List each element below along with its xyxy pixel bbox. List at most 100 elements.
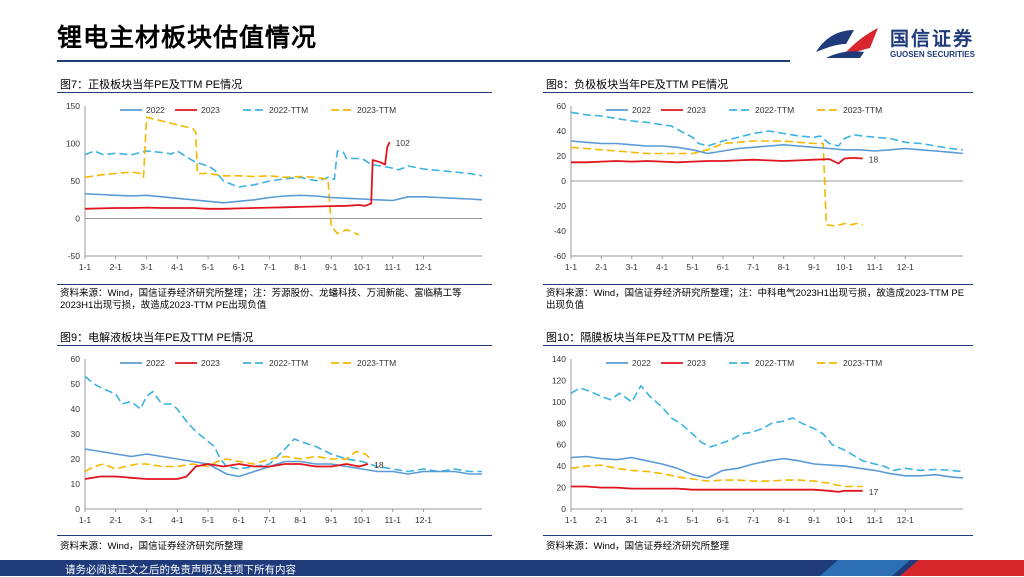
x-tick-label: 11-1 bbox=[385, 262, 402, 272]
series-line-2023 bbox=[84, 141, 391, 210]
x-tick-label: 12-1 bbox=[415, 262, 432, 272]
series-line-2023-ttm bbox=[84, 116, 360, 236]
y-tick-label: 150 bbox=[66, 101, 80, 111]
legend-label: 2022 bbox=[146, 105, 165, 115]
y-tick-label: 40 bbox=[71, 404, 81, 414]
legend-label: 2022 bbox=[632, 105, 651, 115]
disclaimer-text: 请务必阅读正文之后的免责声明及其项下所有内容 bbox=[65, 564, 296, 576]
legend-label: 2022-TTM bbox=[755, 358, 794, 368]
chart-title-anode: 图8：负极板块当年PE及TTM PE情况 bbox=[546, 79, 729, 91]
title-rule bbox=[57, 60, 790, 62]
series-line-2023 bbox=[571, 485, 863, 493]
series-line-2022 bbox=[84, 448, 482, 478]
x-tick-label: 6-1 bbox=[717, 262, 730, 272]
x-tick-label: 4-1 bbox=[656, 262, 669, 272]
x-tick-label: 10-1 bbox=[836, 262, 853, 272]
chart-divider bbox=[57, 284, 492, 285]
x-tick-label: 12-1 bbox=[415, 515, 432, 525]
x-tick-label: 9-1 bbox=[808, 262, 821, 272]
y-tick-label: 100 bbox=[66, 139, 80, 149]
series-line-2023-ttm bbox=[570, 464, 863, 488]
chart-divider bbox=[543, 92, 973, 93]
footer-bar: 请务必阅读正文之后的免责声明及其项下所有内容 bbox=[0, 560, 1024, 576]
legend-label: 2023 bbox=[687, 105, 706, 115]
series-line-2023 bbox=[571, 157, 863, 165]
x-tick-label: 1-1 bbox=[565, 515, 578, 525]
series-line-2022 bbox=[570, 140, 964, 155]
y-tick-label: 20 bbox=[71, 454, 81, 464]
legend-label: 2022-TTM bbox=[269, 358, 308, 368]
x-tick-label: 7-1 bbox=[264, 515, 277, 525]
y-tick-label: 0 bbox=[561, 504, 566, 514]
source-note-electrolyte: 资料来源：Wind，国信证券经济研究所整理 bbox=[60, 541, 244, 552]
y-tick-label: -20 bbox=[554, 201, 567, 211]
x-tick-label: 4-1 bbox=[656, 515, 669, 525]
legend-label: 2022-TTM bbox=[269, 105, 308, 115]
y-tick-label: 40 bbox=[557, 461, 567, 471]
x-tick-label: 10-1 bbox=[836, 515, 853, 525]
x-tick-label: 6-1 bbox=[717, 515, 730, 525]
end-value-label: 102 bbox=[396, 138, 410, 148]
x-tick-label: 11-1 bbox=[385, 515, 402, 525]
x-tick-label: 8-1 bbox=[294, 262, 307, 272]
y-tick-label: 140 bbox=[552, 354, 566, 364]
footer-stripe bbox=[820, 560, 910, 576]
y-tick-label: 80 bbox=[557, 418, 567, 428]
footer-stripe bbox=[900, 560, 1024, 576]
y-tick-label: 20 bbox=[557, 151, 567, 161]
y-tick-label: 50 bbox=[71, 176, 81, 186]
legend-label: 2022 bbox=[146, 358, 165, 368]
x-tick-label: 1-1 bbox=[565, 262, 578, 272]
x-tick-label: 12-1 bbox=[897, 515, 914, 525]
legend-label: 2023 bbox=[201, 105, 220, 115]
x-tick-label: 5-1 bbox=[202, 262, 215, 272]
source-note-separator: 资料来源：Wind，国信证券经济研究所整理 bbox=[546, 541, 730, 552]
x-tick-label: 1-1 bbox=[79, 262, 92, 272]
brand-logo: 国信证券 GUOSEN SECURITIES bbox=[812, 22, 982, 64]
chart-divider bbox=[543, 345, 973, 346]
series-line-2022 bbox=[84, 193, 483, 204]
y-tick-label: 0 bbox=[75, 504, 80, 514]
x-tick-label: 2-1 bbox=[110, 262, 123, 272]
end-value-label: 18 bbox=[374, 460, 384, 470]
x-tick-label: 2-1 bbox=[595, 515, 608, 525]
series-line-2023 bbox=[84, 463, 369, 480]
chart-divider bbox=[57, 535, 492, 536]
chart-electrolyte: 0 10 20 30 40 50 60 1-1 2-1 3-1 4-1 5-1 6-1 7-1 8-1 9-1… bbox=[71, 354, 482, 525]
x-tick-label: 2-1 bbox=[595, 262, 608, 272]
y-tick-label: 120 bbox=[552, 375, 566, 385]
end-value-label: 17 bbox=[869, 487, 879, 497]
x-tick-label: 6-1 bbox=[233, 262, 246, 272]
x-tick-label: 6-1 bbox=[233, 515, 246, 525]
logo-mark-icon bbox=[816, 28, 878, 58]
source-note-anode: 资料来源：Wind，国信证券经济研究所整理；注：中科电气2023H1出现亏损，故… bbox=[546, 288, 965, 311]
chart-separator: 0 20 40 60 80 100 120 140 1-1 2-1 3-1 4-1 5-1 6-1 7-1 8… bbox=[552, 354, 964, 525]
chart-anode: -60 -40 -20 0 20 40 60 1-1 2-1 3-1 4-1 5-1 6-1 7-1 8-1… bbox=[554, 101, 964, 272]
y-tick-label: -60 bbox=[554, 251, 567, 261]
series-line-2023-ttm bbox=[84, 450, 372, 473]
y-tick-label: 30 bbox=[71, 429, 81, 439]
x-tick-label: 2-1 bbox=[110, 515, 123, 525]
y-tick-label: 40 bbox=[557, 126, 567, 136]
y-tick-label: 60 bbox=[71, 354, 81, 364]
x-tick-label: 8-1 bbox=[778, 262, 791, 272]
y-tick-label: 100 bbox=[552, 397, 566, 407]
legend-label: 2022-TTM bbox=[755, 105, 794, 115]
series-line-2023-ttm bbox=[570, 140, 863, 227]
chart-divider bbox=[543, 535, 973, 536]
x-tick-label: 10-1 bbox=[353, 515, 370, 525]
x-tick-label: 10-1 bbox=[353, 262, 370, 272]
y-tick-label: 60 bbox=[557, 440, 567, 450]
x-tick-label: 5-1 bbox=[686, 515, 699, 525]
x-tick-label: 5-1 bbox=[202, 515, 215, 525]
y-tick-label: 50 bbox=[71, 379, 81, 389]
legend-label: 2023-TTM bbox=[357, 358, 396, 368]
x-tick-label: 5-1 bbox=[686, 262, 699, 272]
legend-label: 2023 bbox=[687, 358, 706, 368]
page-title: 锂电主材板块估值情况 bbox=[57, 24, 318, 52]
x-tick-label: 9-1 bbox=[808, 515, 821, 525]
legend-label: 2023-TTM bbox=[843, 358, 882, 368]
x-tick-label: 12-1 bbox=[897, 262, 914, 272]
x-tick-label: 4-1 bbox=[171, 515, 184, 525]
chart-divider bbox=[57, 345, 492, 346]
